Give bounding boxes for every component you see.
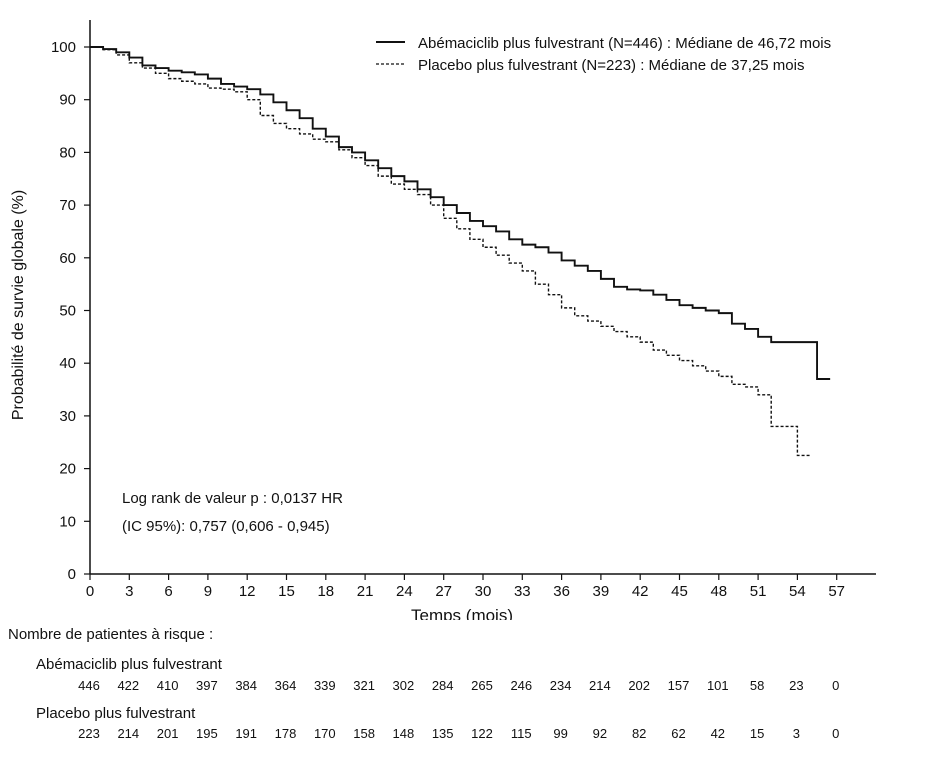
risk-table-title: Nombre de patientes à risque : [8,626,214,643]
x-tick-label: 6 [164,583,172,600]
risk-cell: 234 [549,678,572,693]
risk-cell: 23 [789,678,804,693]
y-tick-label: 80 [59,144,76,161]
risk-cell: 158 [353,726,375,741]
x-tick-label: 24 [396,583,413,600]
risk-cell: 170 [313,726,336,741]
risk-row-placebo: 223 214 201 195 191 178 170 158 148 135 122 115 99 92… [0,726,928,742]
risk-cell: 178 [274,726,297,741]
risk-cell: 115 [510,726,532,741]
risk-cell: 148 [392,726,415,741]
risk-cell: 397 [196,678,218,693]
x-tick-label: 9 [204,583,212,600]
y-tick-label: 20 [59,461,76,478]
y-tick-label: 10 [59,513,76,530]
y-axis-label: Probabilité de survie globale (%) [10,190,27,420]
risk-cell: 42 [710,726,726,741]
risk-cell: 302 [392,678,415,693]
risk-cell: 410 [156,678,179,693]
x-tick-label: 21 [357,583,374,600]
risk-cell: 214 [117,726,140,741]
y-tick-label: 100 [51,39,76,56]
risk-cell: 195 [196,726,218,741]
series-line-placebo [90,46,811,457]
x-tick-label: 54 [789,583,806,600]
x-axis-label: Temps (mois) [411,606,513,620]
x-tick-label: 39 [593,583,610,600]
survival-curves [90,46,831,457]
legend-label-abemaciclib: Abémaciclib plus fulvestrant (N=446) : M… [418,35,831,52]
annotation-logrank: Log rank de valeur p : 0,0137 HR [122,490,343,507]
x-tick-label: 57 [828,583,845,600]
risk-cell: 0 [832,726,840,741]
x-tick-label: 27 [435,583,452,600]
x-tick-label: 30 [475,583,492,600]
y-tick-label: 70 [59,197,76,214]
y-tick-label: 60 [59,250,76,267]
x-tick-label: 48 [710,583,727,600]
risk-cell: 446 [78,678,100,693]
risk-cell: 92 [592,726,608,741]
risk-cell: 422 [117,678,140,693]
x-tick-label: 45 [671,583,688,600]
risk-cell: 214 [589,678,611,693]
risk-cell: 122 [471,726,493,741]
legend: Abémaciclib plus fulvestrant (N=446) : M… [376,35,831,74]
risk-cell: 101 [706,678,729,693]
risk-cell: 58 [749,678,765,693]
x-tick-label: 42 [632,583,649,600]
risk-cell: 191 [235,726,258,741]
risk-cell: 223 [78,726,100,741]
risk-cell: 201 [156,726,179,741]
risk-cell: 157 [667,678,690,693]
x-tick-label: 18 [317,583,334,600]
risk-cell: 135 [431,726,454,741]
y-tick-label: 0 [68,566,76,583]
risk-cell: 284 [431,678,454,693]
y-axis-ticks: 0 10 20 30 40 50 60 70 80 90 100 [51,39,90,583]
risk-cell: 339 [313,678,336,693]
risk-cell: 0 [832,678,840,693]
risk-cell: 265 [471,678,493,693]
risk-cell: 246 [510,678,533,693]
y-tick-label: 90 [59,92,76,109]
risk-cell: 364 [274,678,297,693]
risk-cell: 3 [792,726,800,741]
annotation-ci: (IC 95%): 0,757 (0,606 - 0,945) [122,518,330,535]
y-tick-label: 30 [59,408,76,425]
risk-cell: 384 [235,678,258,693]
risk-row-label-abemaciclib: Abémaciclib plus fulvestrant [36,656,222,673]
risk-cell: 82 [631,726,647,741]
series-line-abemaciclib [90,46,831,380]
y-tick-label: 40 [59,355,76,372]
risk-cell: 62 [671,726,686,741]
risk-cell: 15 [749,726,765,741]
x-axis-ticks: 0 3 6 9 12 15 18 21 24 27 30 33 36 39 42 45 48 51 54 57 [86,574,845,600]
x-tick-label: 15 [278,583,295,600]
risk-cell: 99 [553,726,568,741]
risk-cell: 202 [628,678,651,693]
x-tick-label: 12 [239,583,256,600]
x-tick-label: 0 [86,583,94,600]
legend-label-placebo: Placebo plus fulvestrant (N=223) : Média… [418,57,804,74]
x-tick-label: 51 [750,583,767,600]
x-tick-label: 33 [514,583,531,600]
x-tick-label: 3 [125,583,133,600]
risk-cell: 321 [353,678,375,693]
risk-row-abemaciclib: 446 422 410 397 384 364 339 321 302 284 265 246 234 2… [0,678,928,694]
x-tick-label: 36 [553,583,570,600]
risk-row-label-placebo: Placebo plus fulvestrant [36,705,196,722]
y-tick-label: 50 [59,303,76,320]
